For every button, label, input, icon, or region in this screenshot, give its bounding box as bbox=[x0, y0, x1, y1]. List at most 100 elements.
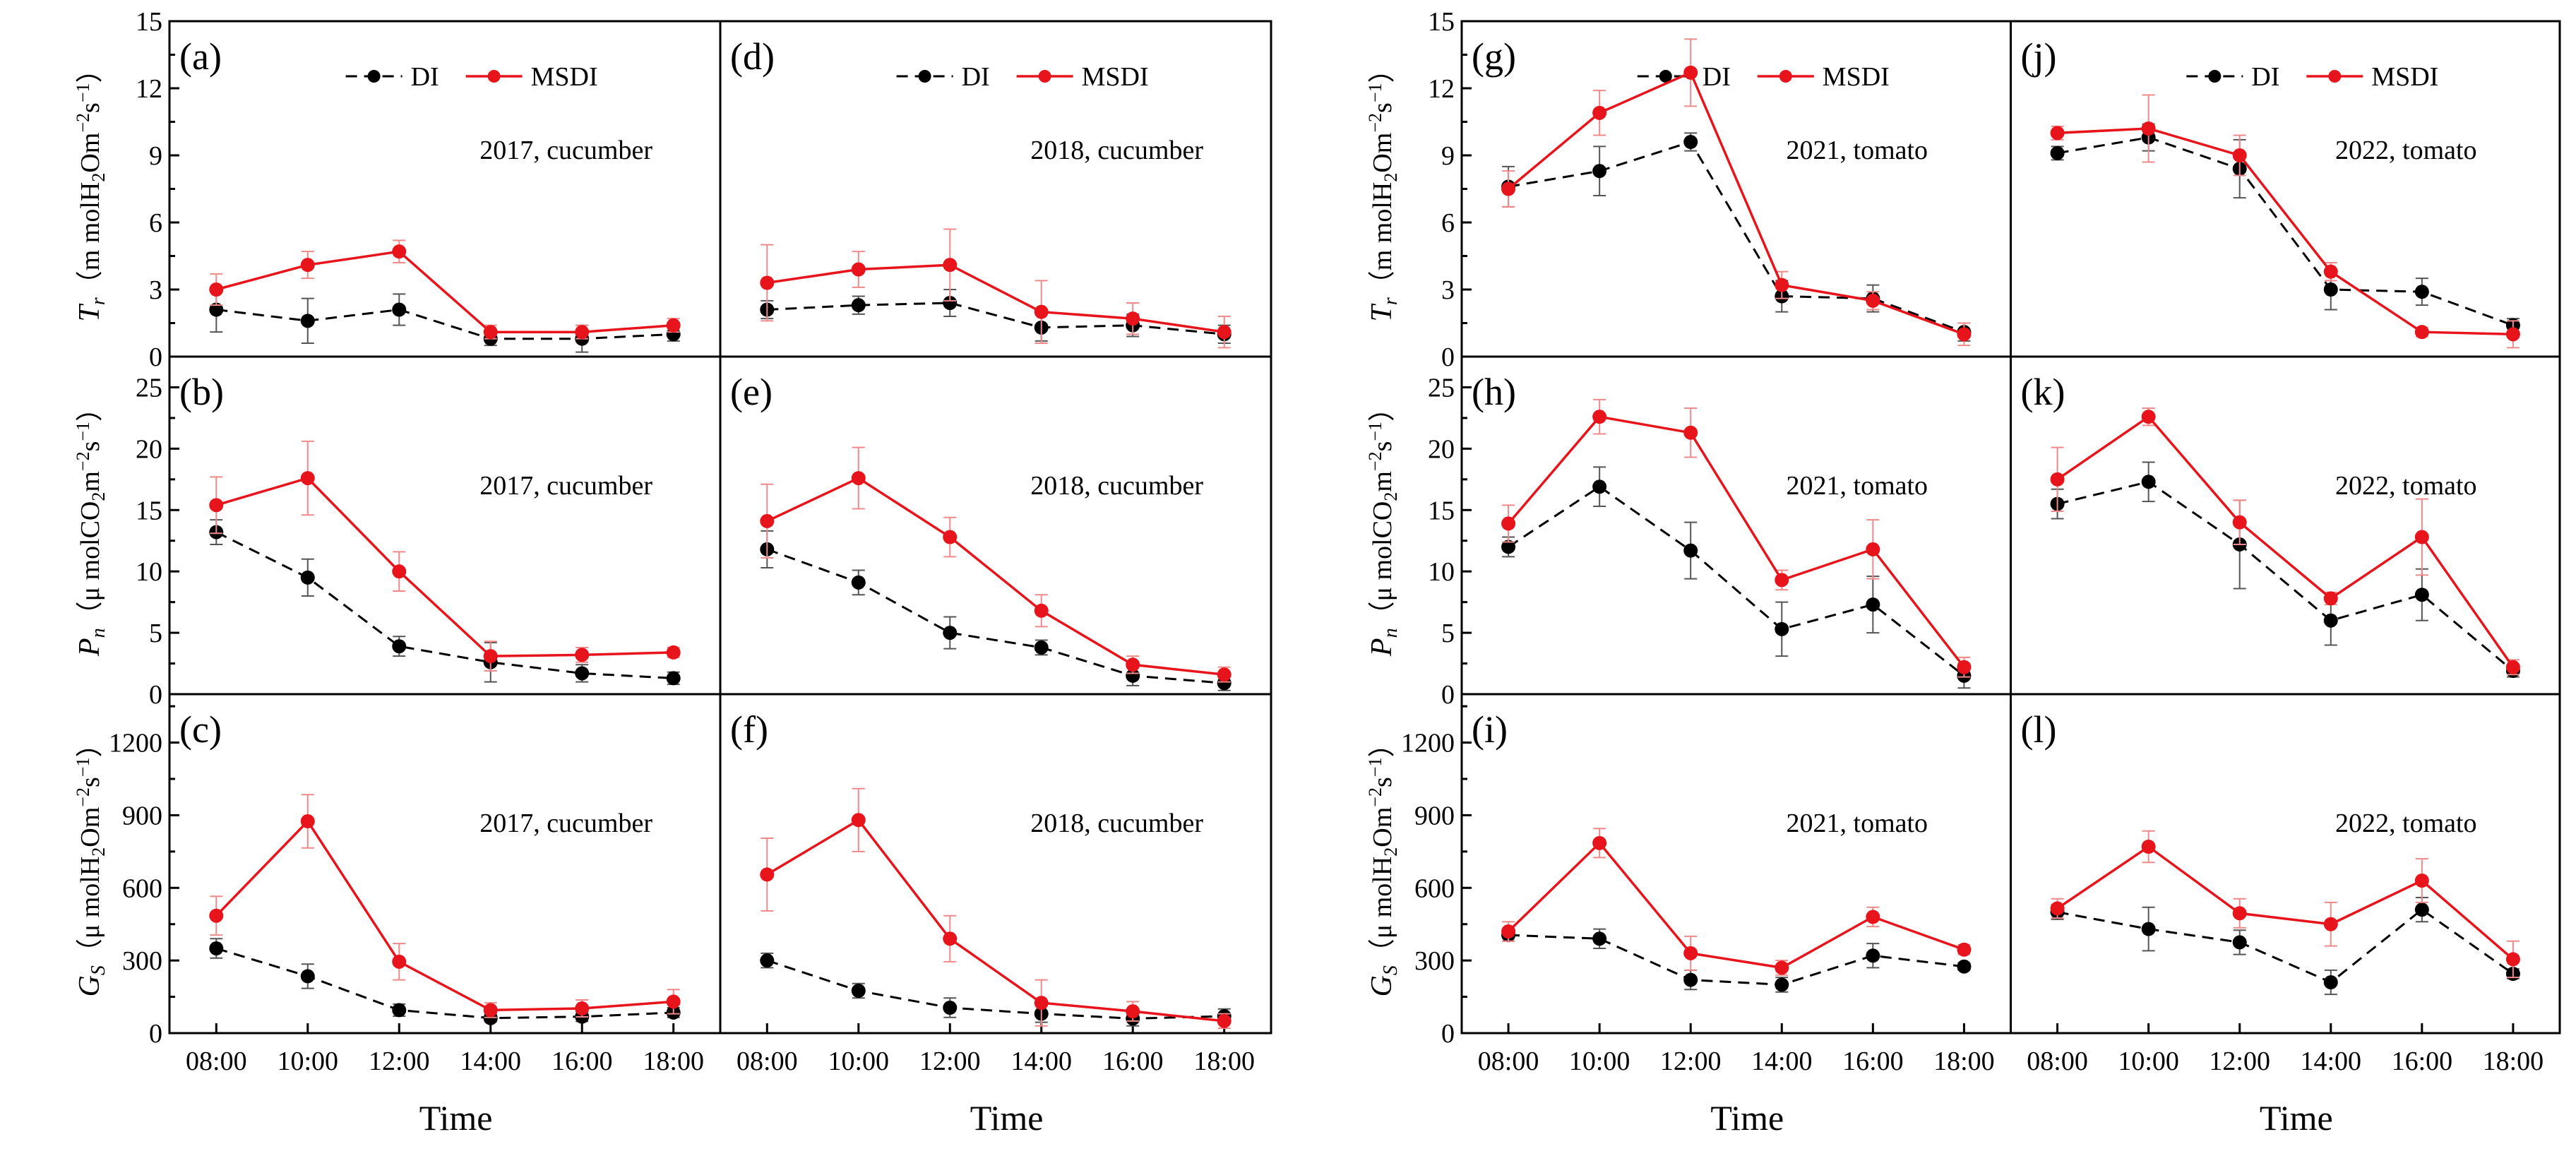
data-point-DI bbox=[1683, 135, 1698, 149]
data-point-MSDI bbox=[483, 325, 498, 340]
legend-DI-label: DI bbox=[1703, 62, 1731, 92]
x-tick-label: 08:00 bbox=[1478, 1047, 1539, 1076]
data-point-DI bbox=[2414, 588, 2429, 602]
panel-a: (a) 2017, cucumber DI MSDI bbox=[179, 35, 681, 353]
series-line-MSDI bbox=[766, 818, 1224, 1023]
series-line-DI bbox=[766, 959, 1224, 1020]
y-tick-label: 15 bbox=[1428, 7, 1455, 37]
panel-label: (c) bbox=[179, 708, 222, 751]
legend-MSDI-label: MSDI bbox=[1082, 62, 1149, 92]
data-point-MSDI bbox=[2050, 126, 2065, 141]
data-point-MSDI bbox=[1775, 573, 1789, 588]
panel-label: (j) bbox=[2021, 35, 2057, 78]
x-tick-label: 14:00 bbox=[1010, 1047, 1072, 1076]
data-point-MSDI bbox=[2050, 901, 2065, 916]
data-point-DI bbox=[1775, 977, 1789, 992]
data-point-MSDI bbox=[575, 325, 590, 340]
panel-h: (h) 2021, tomato bbox=[1472, 371, 1972, 689]
series-line-DI bbox=[215, 531, 674, 679]
data-point-MSDI bbox=[209, 282, 224, 297]
data-point-DI bbox=[1501, 540, 1516, 554]
data-point-DI bbox=[2050, 145, 2065, 160]
legend-MSDI-label: MSDI bbox=[531, 62, 598, 92]
y-axis-title: GS（μ molH2Om−2s−1） bbox=[73, 731, 109, 997]
panel-title: 2021, tomato bbox=[1787, 471, 1928, 501]
data-point-MSDI bbox=[1126, 657, 1140, 672]
x-tick-label: 08:00 bbox=[186, 1047, 247, 1076]
x-tick-label: 14:00 bbox=[1751, 1047, 1813, 1076]
x-axis-title: Time bbox=[1710, 1098, 1784, 1138]
data-point-MSDI bbox=[1866, 910, 1880, 924]
data-point-DI bbox=[1683, 543, 1698, 558]
series-line-MSDI bbox=[2056, 415, 2515, 668]
legend-DI-label: DI bbox=[962, 62, 990, 92]
y-tick-label: 6 bbox=[149, 208, 162, 238]
x-axis-title: Time bbox=[970, 1098, 1044, 1138]
data-point-MSDI bbox=[2232, 148, 2247, 162]
y-tick-label: 0 bbox=[149, 1019, 162, 1049]
y-tick-label: 0 bbox=[1441, 342, 1455, 372]
x-tick-label: 12:00 bbox=[2209, 1047, 2270, 1076]
data-point-MSDI bbox=[1683, 946, 1698, 960]
y-tick-label: 0 bbox=[149, 680, 162, 710]
panel-i: (i) 2021, tomato bbox=[1472, 708, 1972, 993]
x-tick-label: 08:00 bbox=[2027, 1047, 2088, 1076]
data-point-DI bbox=[300, 969, 315, 984]
data-point-DI bbox=[2323, 282, 2338, 297]
data-point-MSDI bbox=[1957, 327, 1972, 342]
x-tick-label: 10:00 bbox=[277, 1047, 338, 1076]
y-tick-label: 5 bbox=[1441, 619, 1455, 648]
x-tick-label: 10:00 bbox=[2118, 1047, 2179, 1076]
data-point-MSDI bbox=[392, 564, 407, 579]
y-tick-label: 3 bbox=[1441, 275, 1455, 305]
x-tick-label: 12:00 bbox=[919, 1047, 981, 1076]
data-point-MSDI bbox=[2323, 591, 2338, 606]
data-point-MSDI bbox=[483, 1003, 498, 1018]
data-point-DI bbox=[209, 941, 224, 955]
y-axis-title: Pn（μ molCO2m−2s−1） bbox=[1365, 395, 1402, 657]
data-point-DI bbox=[2232, 935, 2247, 950]
data-point-DI bbox=[851, 298, 866, 313]
series-line-MSDI bbox=[215, 250, 674, 333]
series-line-MSDI bbox=[1507, 841, 1964, 970]
data-point-DI bbox=[2141, 922, 2156, 936]
x-tick-label: 16:00 bbox=[2392, 1047, 2453, 1076]
data-point-DI bbox=[1683, 972, 1698, 987]
data-point-MSDI bbox=[2414, 530, 2429, 544]
panel-j: (j) 2022, tomato DI MSDI bbox=[2021, 35, 2520, 349]
y-axis-title: Tr（m molH2Om−2s−1） bbox=[1365, 56, 1402, 321]
y-tick-label: 15 bbox=[1428, 496, 1455, 525]
panel-title: 2022, tomato bbox=[2335, 809, 2477, 838]
x-tick-label: 18:00 bbox=[1933, 1047, 1995, 1076]
data-point-MSDI bbox=[300, 814, 315, 828]
data-point-MSDI bbox=[2232, 515, 2247, 530]
y-tick-label: 900 bbox=[122, 801, 162, 830]
x-tick-label: 12:00 bbox=[369, 1047, 430, 1076]
panel-title: 2018, cucumber bbox=[1030, 136, 1203, 165]
legend-DI-marker bbox=[367, 70, 381, 83]
series-line-DI bbox=[1508, 141, 1964, 333]
x-axis-title: Time bbox=[419, 1098, 493, 1138]
y-tick-label: 9 bbox=[1441, 141, 1455, 171]
data-point-MSDI bbox=[760, 867, 775, 882]
y-tick-label: 25 bbox=[136, 373, 162, 403]
data-point-MSDI bbox=[943, 258, 958, 273]
series-line-DI bbox=[2057, 908, 2514, 984]
panel-title: 2022, tomato bbox=[2335, 136, 2477, 165]
x-axis-title: Time bbox=[2260, 1098, 2333, 1138]
panel-label: (g) bbox=[1472, 35, 1516, 78]
y-tick-label: 12 bbox=[136, 74, 162, 104]
panel-b: (b) 2017, cucumber bbox=[179, 371, 681, 686]
panel-label: (e) bbox=[730, 371, 773, 413]
y-tick-label: 1200 bbox=[1401, 729, 1455, 758]
data-point-DI bbox=[1592, 164, 1607, 179]
data-point-MSDI bbox=[1683, 65, 1698, 80]
series-line-MSDI bbox=[215, 819, 674, 1012]
data-point-MSDI bbox=[1957, 660, 1972, 674]
data-point-MSDI bbox=[666, 318, 681, 333]
data-point-MSDI bbox=[1217, 325, 1232, 340]
data-point-MSDI bbox=[1592, 105, 1607, 120]
data-point-MSDI bbox=[483, 649, 498, 664]
y-axis-title: Tr（m molH2Om−2s−1） bbox=[73, 56, 109, 321]
panel-title: 2018, cucumber bbox=[1030, 809, 1203, 838]
